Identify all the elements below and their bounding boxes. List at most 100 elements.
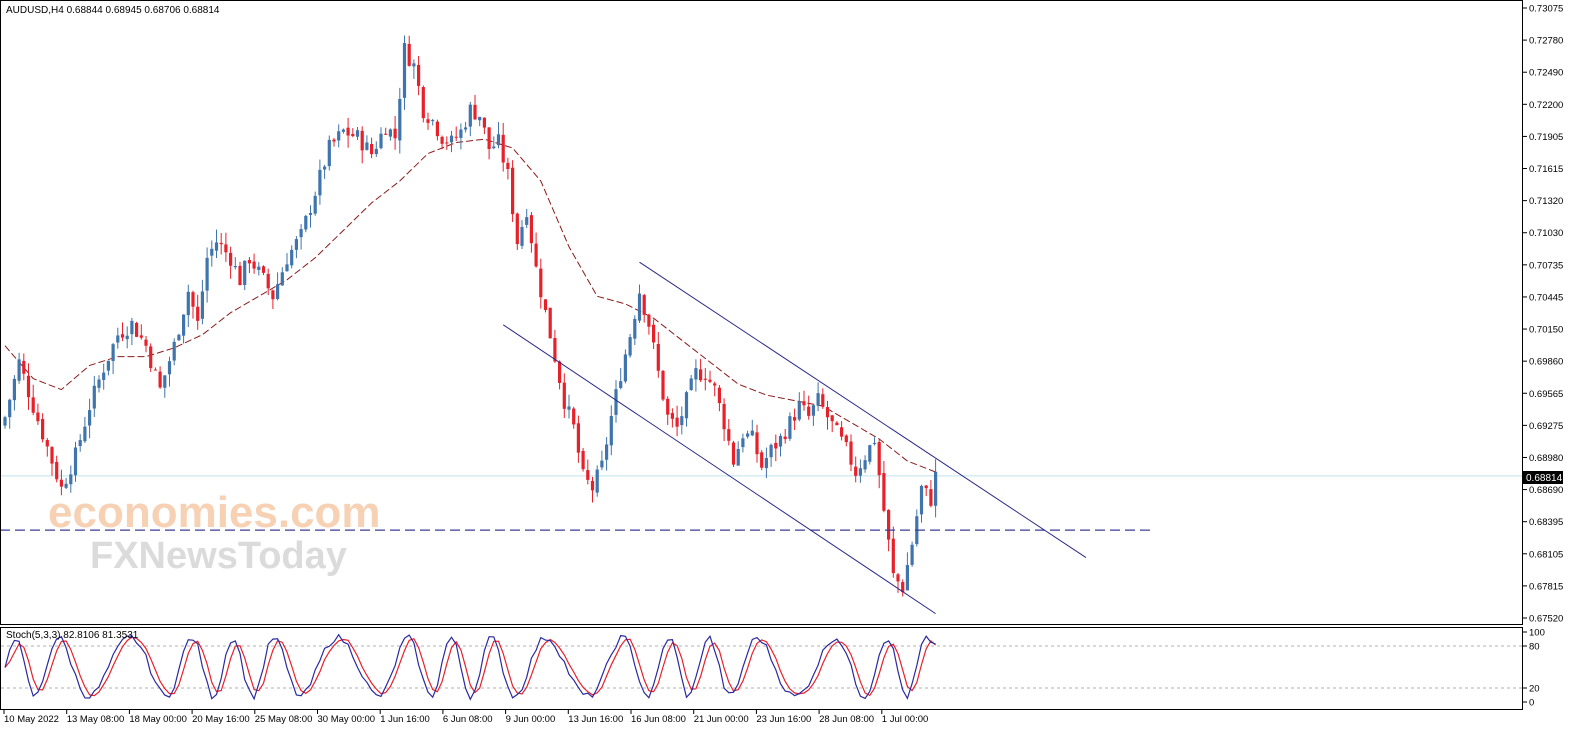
candle-body: [149, 346, 153, 368]
candle: [581, 447, 585, 472]
candle-body: [153, 369, 157, 371]
candle: [341, 128, 345, 134]
candle: [548, 307, 552, 339]
candle-body: [849, 441, 853, 465]
price-axis[interactable]: 0.73075 0.72780 0.72490 0.72200 0.71905 0.716…: [1522, 4, 1563, 625]
candle-body: [887, 510, 891, 540]
candle-body: [421, 87, 425, 119]
candle-body: [661, 370, 665, 400]
candle: [238, 261, 242, 286]
candle: [567, 394, 571, 419]
candle: [64, 477, 68, 490]
candle-body: [139, 335, 143, 338]
candle: [764, 447, 768, 479]
candle: [177, 333, 181, 342]
candle-body: [496, 134, 501, 146]
candle: [468, 101, 472, 137]
candle: [891, 526, 895, 578]
candle-body: [205, 257, 209, 291]
candle-body: [807, 406, 811, 416]
price-tick-label: 0.71905: [1529, 132, 1563, 143]
candle-body: [196, 306, 200, 321]
candle-body: [252, 261, 256, 269]
candle: [868, 444, 872, 465]
candle-body: [515, 213, 519, 245]
candle-body: [323, 166, 327, 170]
candle: [210, 240, 214, 267]
candle-body: [355, 130, 360, 137]
channel-upper-line[interactable]: [639, 261, 1087, 559]
candle: [825, 400, 830, 430]
candle-body: [280, 272, 284, 286]
candle: [910, 541, 914, 567]
candle: [26, 363, 31, 410]
candle-body: [45, 440, 49, 447]
current-price-label: 0.68814: [1523, 471, 1563, 484]
candle: [139, 324, 143, 340]
candle: [252, 253, 256, 274]
candle: [652, 319, 656, 350]
candle: [783, 428, 787, 444]
candle: [407, 35, 411, 67]
candle-body: [609, 415, 613, 446]
candle-body: [144, 339, 148, 346]
time-tick-label: 6 Jun 08:00: [443, 714, 493, 725]
candle: [797, 392, 801, 422]
candle: [699, 358, 703, 382]
candle-body: [741, 438, 745, 448]
candle-body: [3, 417, 7, 426]
candle: [830, 414, 834, 433]
candle: [290, 245, 294, 269]
time-axis[interactable]: 10 May 2022 13 May 08:00 18 May 00:00 20 Ma…: [3, 709, 928, 725]
candle: [858, 459, 862, 483]
candle-body: [454, 136, 458, 138]
stoch-tick-label: 80: [1529, 642, 1540, 653]
candle-body: [590, 480, 595, 491]
price-tick-label: 0.69860: [1529, 357, 1563, 368]
channel-lower-line[interactable]: [502, 324, 936, 615]
candle: [360, 126, 364, 164]
candle-body: [158, 371, 162, 388]
candle-body: [929, 489, 933, 506]
candle-body: [125, 335, 129, 340]
candle-body: [271, 290, 275, 300]
price-tick-label: 0.68395: [1529, 517, 1563, 528]
candle: [351, 128, 355, 138]
candle: [182, 314, 186, 344]
candle: [243, 260, 247, 291]
candle-body: [412, 63, 416, 67]
time-tick-label: 1 Jul 00:00: [882, 714, 928, 725]
candle-body: [755, 432, 759, 455]
candle: [623, 349, 627, 384]
candle-body: [905, 565, 909, 591]
candle: [689, 374, 693, 391]
candle-body: [901, 582, 905, 593]
candle-body: [97, 379, 101, 388]
candle-body: [224, 244, 228, 253]
candle-body: [675, 417, 679, 427]
candle: [816, 382, 820, 412]
price-tick-label: 0.68105: [1529, 549, 1563, 560]
candle: [882, 460, 886, 513]
candle: [97, 375, 101, 393]
drawn-objects[interactable]: [0, 261, 1155, 615]
candle-body: [445, 142, 449, 144]
candle-body: [586, 470, 590, 480]
price-tick-label: 0.70445: [1529, 292, 1563, 303]
price-tick-label: 0.72780: [1529, 36, 1563, 47]
candle: [205, 247, 209, 303]
candle-body: [473, 104, 477, 120]
price-tick-label: 0.68980: [1529, 453, 1563, 464]
candle: [36, 403, 40, 425]
candle-body: [163, 375, 167, 388]
candle: [402, 35, 407, 110]
candle-body: [760, 452, 764, 468]
candle: [186, 284, 190, 328]
time-tick-label: 10 May 2022: [4, 714, 59, 725]
candle: [384, 127, 388, 135]
candle-body: [816, 393, 820, 406]
candle-body: [172, 341, 176, 361]
candle: [539, 258, 543, 309]
